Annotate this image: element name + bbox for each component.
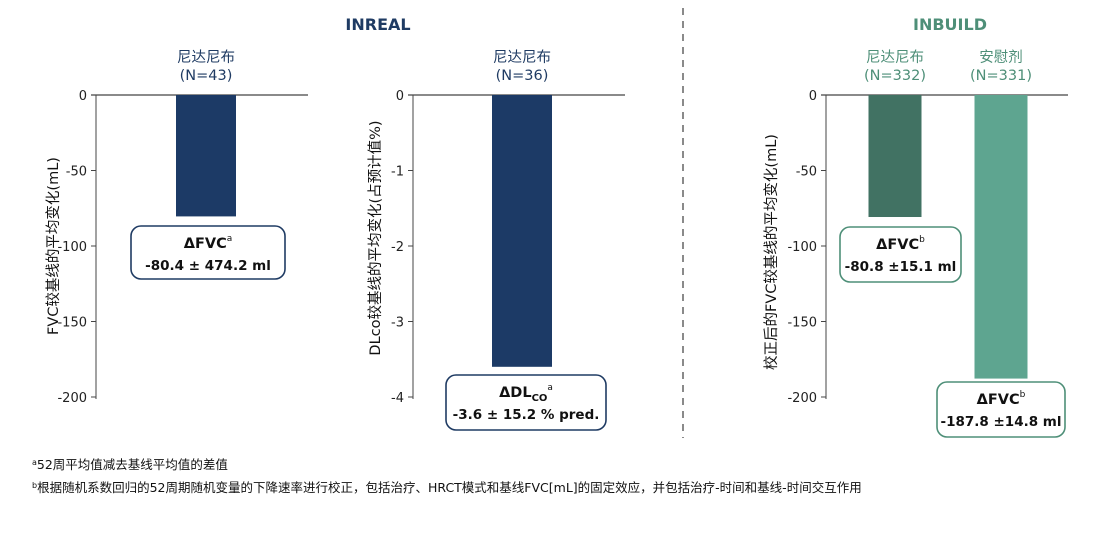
value-callout-box	[130, 225, 286, 280]
y-tick-label: -4	[391, 391, 404, 406]
footnote-b-text: 根据随机系数回归的52周期随机变量的下降速率进行校正，包括治疗、HRCT模式和基…	[37, 480, 862, 495]
footnote-a-marker: a	[32, 458, 37, 467]
callout-value: -80.8 ±15.1 ml	[845, 259, 957, 275]
inbuild-title: INBUILD	[913, 15, 987, 34]
bar	[974, 95, 1028, 379]
bar-header-label: 尼达尼布	[866, 49, 924, 66]
y-tick-label: -150	[57, 316, 87, 331]
charts-layer: 0-50-100-150-200FVC较基线的平均变化(mL)尼达尼布(N=43…	[44, 49, 1068, 438]
bar	[176, 95, 236, 217]
y-tick-label: -1	[391, 165, 404, 180]
value-callout-box	[936, 381, 1066, 438]
callout-title: ΔFVCb	[977, 390, 1026, 408]
bar-header-label: 尼达尼布	[493, 49, 551, 66]
callout-title: ΔDLCOa	[499, 383, 553, 404]
bar-header-label: 尼达尼布	[177, 49, 235, 66]
y-axis-title: FVC较基线的平均变化(mL)	[44, 157, 62, 335]
value-callout-box	[839, 226, 962, 283]
y-tick-label: -200	[787, 391, 817, 406]
y-axis-title: 校正后的FVC较基线的平均变化(mL)	[762, 134, 780, 370]
bar	[868, 95, 922, 218]
y-tick-label: 0	[396, 89, 404, 104]
footnote-b: b根据随机系数回归的52周期随机变量的下降速率进行校正，包括治疗、HRCT模式和…	[32, 475, 1082, 498]
y-tick-label: -3	[391, 316, 404, 331]
y-tick-label: -100	[57, 240, 87, 255]
chart-1: 0 -50 -100 -150 -200 FVC较基线的平均变化(mL) 尼达尼布 (N=43…	[44, 49, 308, 406]
footnote-a: a52周平均值减去基线平均值的差值	[32, 452, 1082, 475]
footnote-b-marker: b	[32, 481, 38, 490]
footnotes: a52周平均值减去基线平均值的差值 b根据随机系数回归的52周期随机变量的下降速…	[32, 452, 1082, 498]
footnote-a-text: 52周平均值减去基线平均值的差值	[36, 457, 228, 472]
y-tick-label: -100	[787, 240, 817, 255]
bar-header-label: 安慰剂	[979, 49, 1023, 66]
callout-value: -187.8 ±14.8 ml	[940, 414, 1061, 430]
callout-title: ΔFVCb	[876, 235, 925, 253]
bar-header-label: (N=36)	[496, 68, 549, 84]
bar-header-label: (N=331)	[970, 68, 1032, 84]
callout-value: -3.6 ± 15.2 % pred.	[453, 407, 600, 423]
y-tick-label: -50	[796, 165, 817, 180]
y-tick-label: 0	[79, 89, 87, 104]
bar-header-label: (N=43)	[180, 68, 233, 84]
y-axis-title: DLco较基线的平均变化(占预计值%)	[366, 120, 384, 355]
callout-value: -80.4 ± 474.2 ml	[145, 258, 271, 274]
y-tick-label: 0	[809, 89, 817, 104]
callout-title: ΔFVCa	[184, 234, 233, 252]
chart-2: 0 -1 -2 -3 -4 DLco较基线的平均变化(占预计值%) 尼达尼布 (N=36) ΔD…	[366, 49, 625, 431]
bar-header-label: (N=332)	[864, 68, 926, 84]
chart-3: 0 -50 -100 -150 -200 校正后的FVC较基线的平均变化(mL) 尼达尼布 (…	[762, 49, 1068, 438]
bar	[492, 95, 552, 367]
y-tick-label: -150	[787, 316, 817, 331]
value-callout-box	[445, 374, 607, 431]
y-tick-label: -2	[391, 240, 404, 255]
inreal-title: INREAL	[345, 15, 410, 34]
y-tick-label: -200	[57, 391, 87, 406]
y-tick-label: -50	[66, 165, 87, 180]
